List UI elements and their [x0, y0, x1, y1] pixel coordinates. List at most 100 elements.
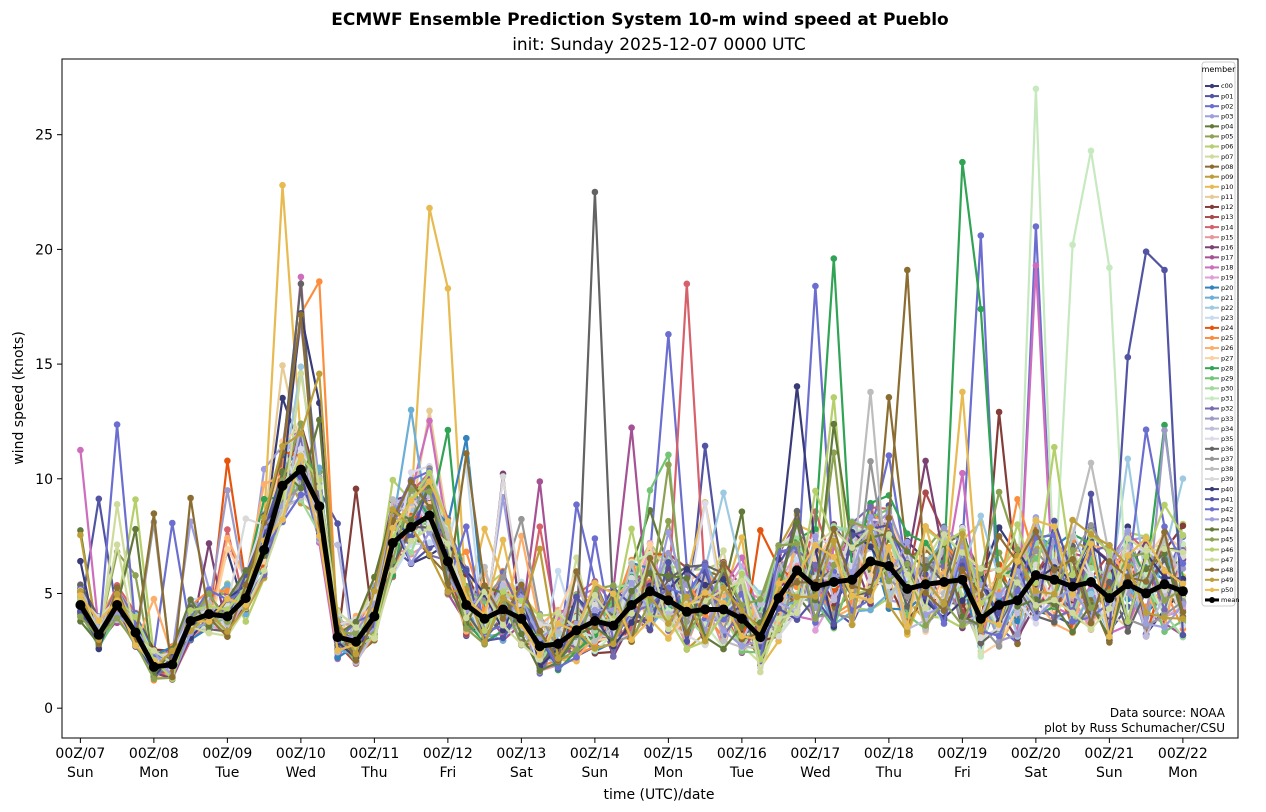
mean-point [828, 577, 839, 587]
member-point-p48 [150, 510, 158, 517]
member-point-p44 [738, 622, 746, 630]
member-point-p48 [904, 266, 911, 274]
member-point-p09 [77, 531, 84, 539]
member-point-p50 [738, 632, 746, 640]
member-point-p06 [389, 476, 397, 484]
member-point-p47 [959, 549, 966, 556]
member-point-p24 [224, 457, 231, 465]
member-point-p38 [720, 637, 727, 645]
member-point-p44 [1142, 565, 1150, 573]
member-point-p45 [407, 486, 415, 494]
member-point-c00 [279, 394, 286, 402]
mean-point [1104, 593, 1115, 604]
member-point-p43 [1032, 614, 1040, 622]
member-point-p45 [885, 577, 893, 585]
mean-point [663, 595, 674, 606]
member-point-p41 [665, 559, 672, 566]
member-point-p42 [1142, 426, 1150, 434]
member-point-p36 [904, 603, 911, 610]
member-point-p50 [922, 523, 929, 530]
member-point-p41 [1051, 517, 1058, 525]
member-point-p41 [646, 626, 654, 633]
member-point-p47 [150, 647, 158, 654]
member-point-p47 [536, 656, 544, 663]
mean-point [75, 600, 86, 610]
x-axis-label: time (UTC)/date [603, 787, 714, 803]
x-tick-label: 00Z/12 [423, 746, 473, 762]
member-point-p44 [242, 567, 250, 575]
member-point-p45 [665, 461, 672, 469]
member-point-p46 [1014, 521, 1021, 528]
member-point-p35 [297, 445, 305, 453]
member-point-p48 [536, 627, 544, 635]
legend-marker [1209, 456, 1215, 462]
member-point-p47 [940, 531, 948, 538]
member-point-p48 [683, 629, 691, 637]
legend-item-p19: p19 [1205, 274, 1233, 282]
member-point-p45 [848, 518, 856, 526]
legend-item-p25: p25 [1205, 334, 1233, 342]
member-point-p38 [867, 388, 874, 396]
member-point-p48 [224, 633, 231, 640]
member-point-p16 [205, 540, 213, 547]
member-point-p46 [775, 625, 782, 633]
member-point-p44 [132, 525, 139, 533]
member-point-p45 [812, 615, 819, 622]
member-point-p49 [793, 593, 801, 601]
member-point-p41 [1142, 248, 1150, 255]
member-point-p49 [260, 514, 268, 521]
legend-marker [1209, 436, 1215, 441]
mean-point [700, 604, 711, 615]
mean-point [222, 611, 233, 622]
member-point-p50 [77, 592, 84, 599]
mean-point [865, 556, 876, 567]
member-point-p08 [1014, 640, 1021, 648]
member-point-p49 [536, 545, 544, 553]
member-point-p44 [628, 587, 635, 595]
member-point-p48 [1087, 619, 1095, 627]
legend-item-p26: p26 [1205, 344, 1233, 352]
member-point-p43 [628, 579, 635, 587]
member-point-p02 [977, 232, 985, 239]
member-point-p50 [1161, 567, 1168, 574]
member-point-p47 [977, 565, 985, 572]
member-point-p45 [793, 540, 801, 548]
member-point-p44 [683, 575, 691, 582]
legend-marker [1209, 114, 1215, 119]
legend-item-p45: p45 [1205, 536, 1233, 544]
legend-item-p50: p50 [1205, 586, 1233, 594]
y-tick-label: 10 [35, 472, 53, 488]
member-point-p37 [867, 458, 874, 465]
member-point-p45 [775, 542, 782, 549]
member-point-p29 [1032, 555, 1040, 562]
member-point-p49 [977, 627, 985, 634]
legend-item-p06: p06 [1205, 143, 1233, 151]
member-point-p42 [573, 654, 580, 661]
member-point-p42 [297, 491, 305, 499]
member-point-p41 [1179, 631, 1187, 639]
member-point-p49 [995, 572, 1003, 580]
member-point-p49 [1179, 615, 1187, 622]
legend-item-p14: p14 [1205, 223, 1233, 231]
member-point-p47 [1051, 596, 1058, 604]
member-point-p39 [242, 515, 250, 522]
member-point-p50 [610, 590, 617, 597]
member-point-p46 [536, 612, 544, 620]
legend-marker [1209, 365, 1215, 371]
member-point-p48 [995, 533, 1003, 540]
mean-point [406, 522, 417, 532]
member-point-p45 [426, 488, 433, 496]
mean-point [626, 600, 637, 610]
member-point-p37 [1087, 522, 1095, 529]
y-tick-label: 0 [44, 701, 53, 717]
member-point-p45 [904, 560, 911, 568]
member-point-p41 [683, 638, 691, 645]
legend-marker [1209, 386, 1215, 391]
member-point-p49 [683, 593, 691, 600]
legend-label: p25 [1221, 334, 1233, 342]
x-tick-label: 00Z/16 [717, 746, 767, 762]
member-point-p47 [1161, 545, 1168, 553]
member-point-p40 [867, 543, 874, 550]
legend-item-p16: p16 [1205, 243, 1233, 251]
